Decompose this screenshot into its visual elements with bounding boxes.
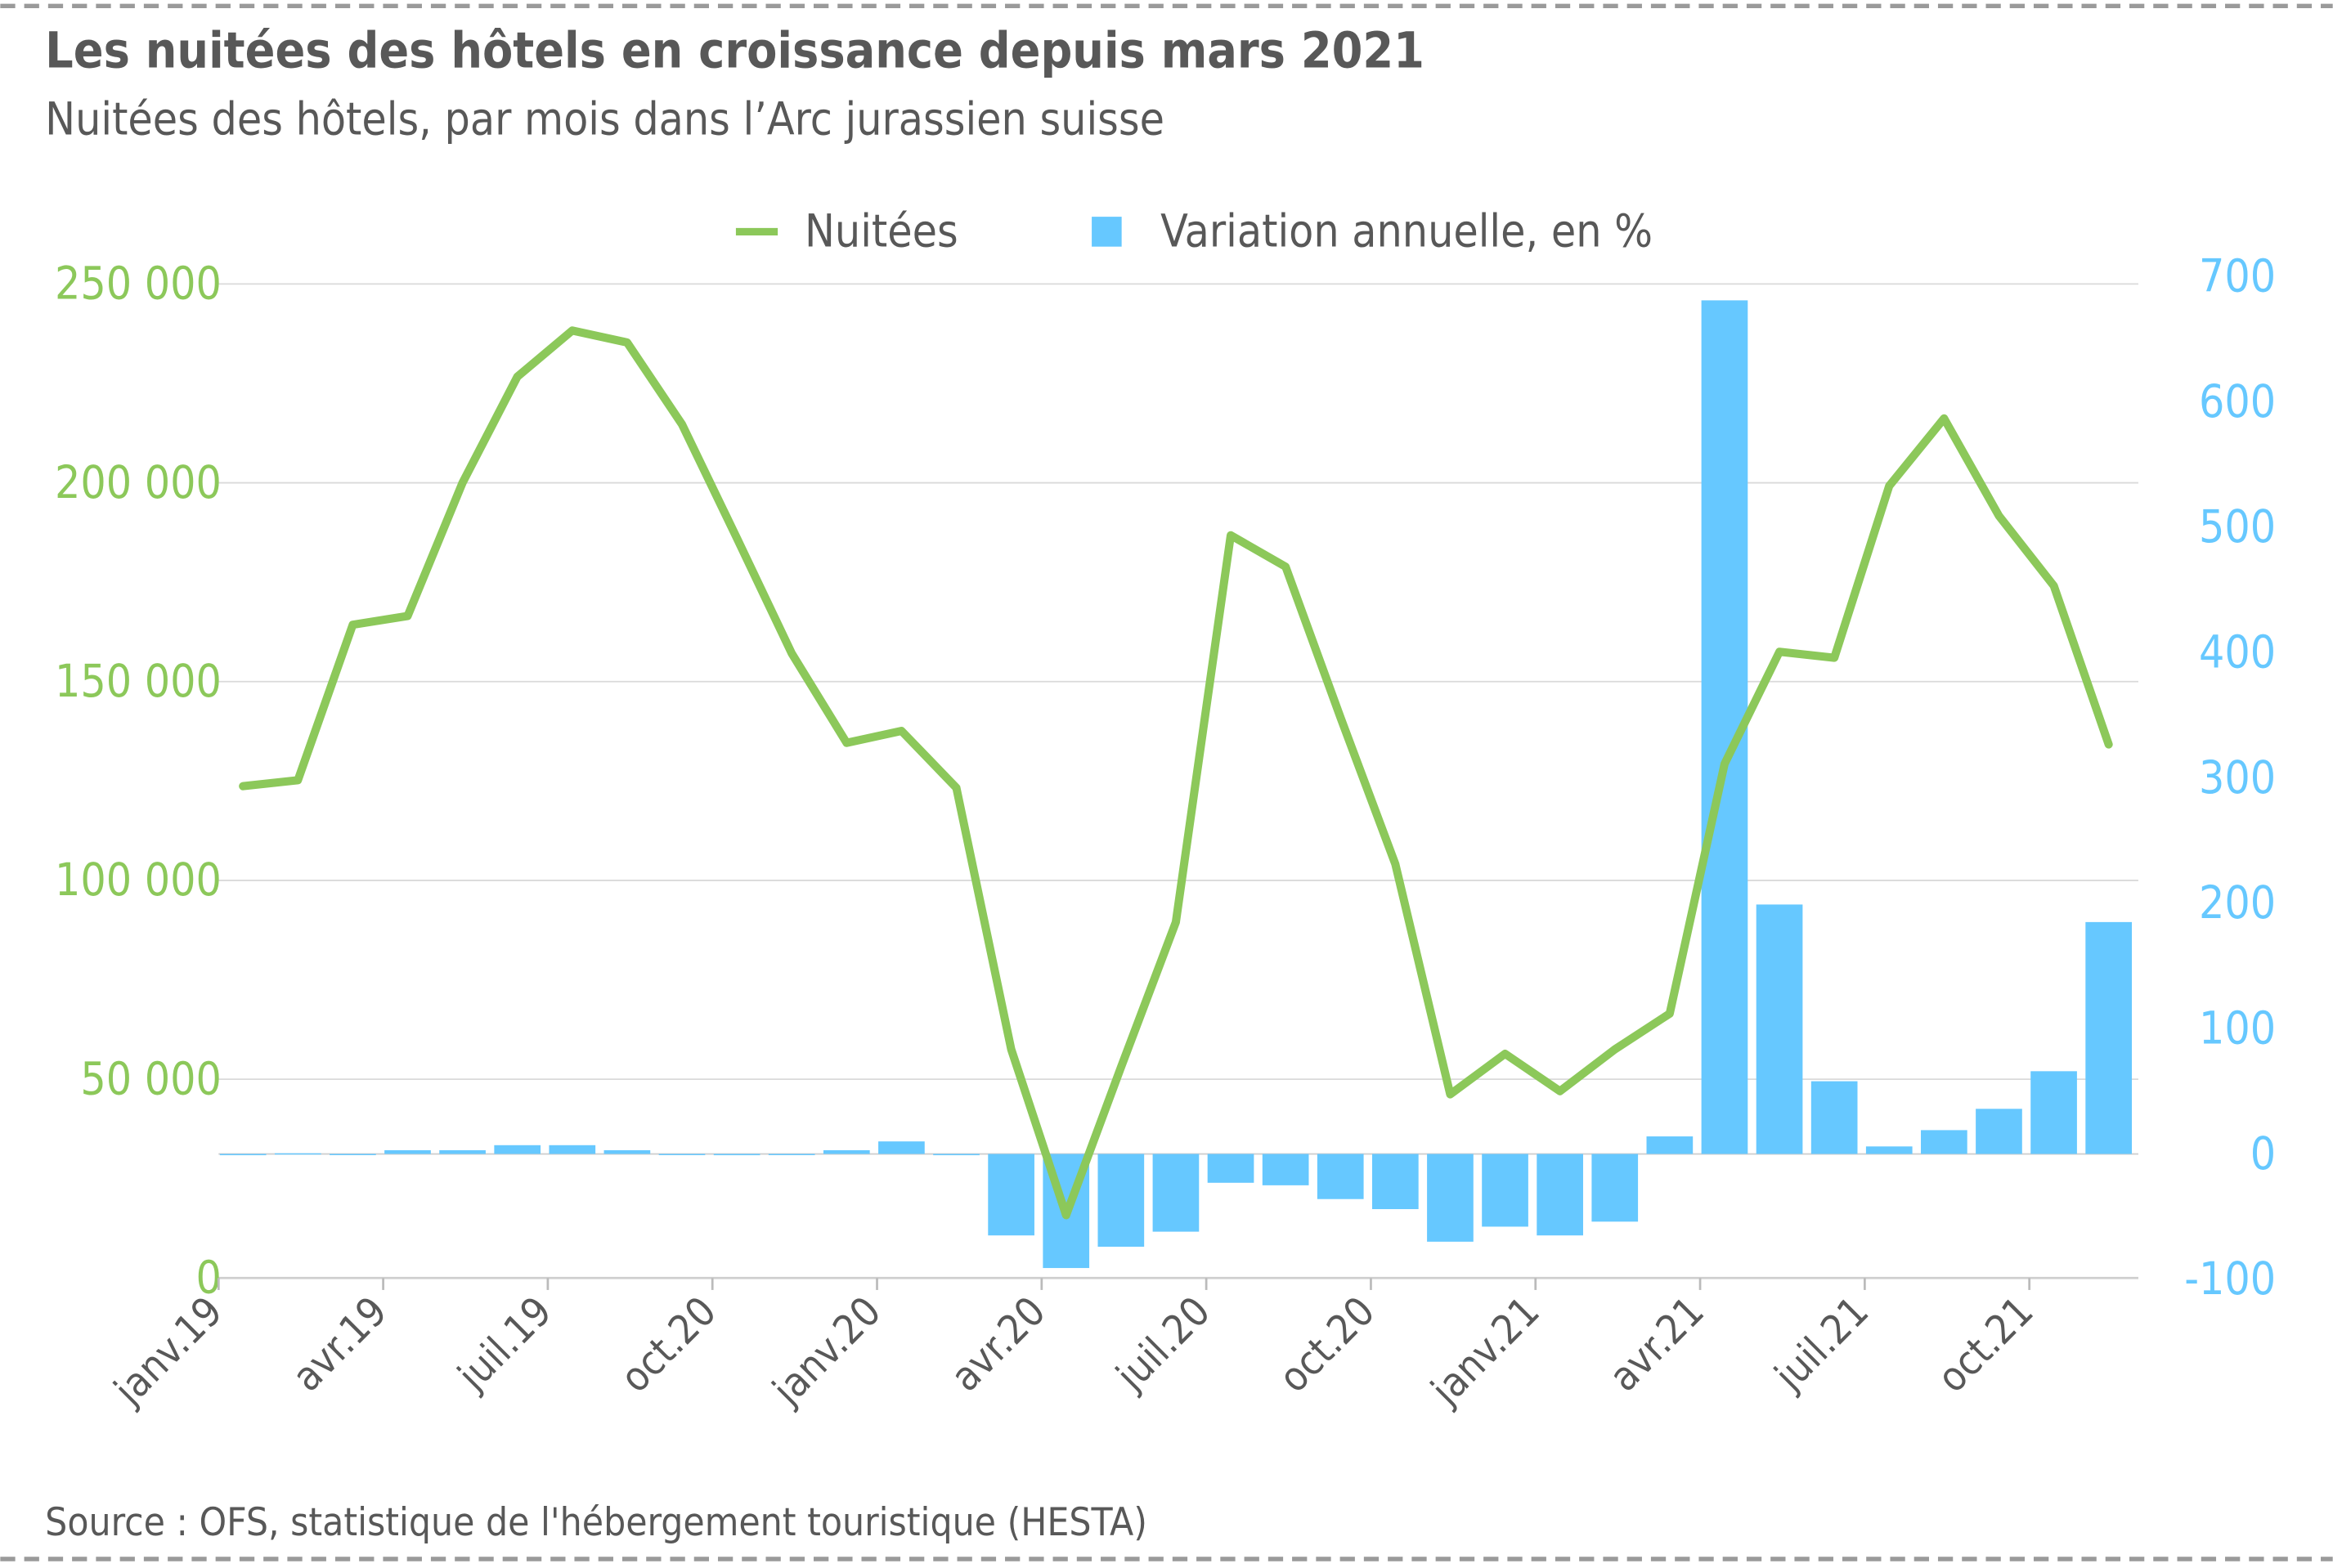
bar <box>658 1154 706 1155</box>
bar <box>330 1154 376 1155</box>
y-right-tick-label: 300 <box>2199 751 2276 804</box>
bar <box>494 1145 541 1154</box>
legend-bar-swatch <box>1092 217 1122 247</box>
bar <box>439 1149 486 1154</box>
x-tick-label: janv.20 <box>763 1288 890 1414</box>
bar <box>1810 1081 1858 1154</box>
bar <box>1756 904 1803 1154</box>
bar <box>1646 1136 1694 1154</box>
x-tick-label: avr.21 <box>1599 1288 1712 1400</box>
bar <box>1976 1109 2022 1154</box>
bar <box>1865 1146 1913 1154</box>
y-left-tick-label: 150 000 <box>55 655 222 707</box>
bar <box>603 1149 651 1154</box>
bar <box>1262 1154 1309 1185</box>
chart-title: Les nuitées des hôtels en croissance dep… <box>45 22 1424 79</box>
bar <box>1097 1154 1145 1247</box>
x-tick-label: juil.21 <box>1765 1288 1878 1400</box>
bar <box>1317 1154 1364 1199</box>
bar <box>1921 1130 1967 1154</box>
bar <box>1537 1154 1583 1236</box>
x-axis: janv.19 avr.19 juil.19 oct.20 janv.20 avr.20 j… <box>105 1278 2043 1414</box>
y-right-tick-label: 0 <box>2250 1127 2276 1180</box>
chart-subtitle: Nuitées des hôtels, par mois dans l’Arc … <box>45 93 1164 146</box>
bar <box>2030 1071 2077 1154</box>
y-left-tick-label: 50 000 <box>80 1052 222 1104</box>
bar <box>1591 1154 1639 1222</box>
y-right-tick-label: 500 <box>2199 500 2276 553</box>
bar <box>933 1154 980 1156</box>
y-left-tick-label: 0 <box>196 1252 222 1304</box>
bar <box>823 1149 870 1154</box>
x-tick-label: janv.21 <box>1421 1288 1548 1414</box>
legend-label-variation: Variation annuelle, en % <box>1160 205 1653 258</box>
bar <box>1371 1154 1419 1209</box>
x-tick-label: juil.19 <box>448 1288 561 1400</box>
x-tick-label: juil.20 <box>1106 1288 1219 1400</box>
y-left-tick-label: 250 000 <box>55 258 222 310</box>
bar <box>2085 921 2133 1154</box>
y-left-tick-label: 200 000 <box>55 456 222 508</box>
y-axis-left: 0 50 000 100 000 150 000 200 000 250 000 <box>55 258 222 1304</box>
bar <box>1427 1154 1474 1242</box>
bar <box>219 1154 267 1156</box>
bar <box>878 1141 925 1154</box>
y-left-tick-label: 100 000 <box>55 853 222 906</box>
bar <box>988 1154 1034 1236</box>
bar <box>549 1145 596 1154</box>
y-right-tick-label: 200 <box>2199 876 2276 929</box>
bar <box>1482 1154 1528 1227</box>
y-right-tick-label: 700 <box>2199 250 2276 302</box>
y-axis-right: -100 0 100 200 300 400 500 600 700 <box>2184 250 2276 1306</box>
x-tick-label: janv.19 <box>105 1288 231 1414</box>
bar <box>768 1154 815 1155</box>
line-nuitees <box>239 326 2113 1220</box>
y-right-tick-label: 600 <box>2199 375 2276 428</box>
x-tick-label: oct.20 <box>611 1288 725 1402</box>
y-right-tick-label: 100 <box>2199 1001 2276 1054</box>
x-tick-label: avr.20 <box>941 1288 1054 1400</box>
bar <box>1207 1154 1254 1183</box>
x-tick-label: avr.19 <box>283 1288 396 1400</box>
series-line <box>239 326 2113 1220</box>
y-right-tick-label: 400 <box>2199 626 2276 679</box>
legend-label-nuitees: Nuitées <box>805 205 958 258</box>
source-note: Source : OFS, statistique de l'hébergeme… <box>45 1500 1147 1545</box>
bar <box>1152 1154 1200 1232</box>
x-tick-label: oct.20 <box>1270 1288 1384 1402</box>
x-tick-label: oct.21 <box>1928 1288 2043 1402</box>
bars-variation <box>219 300 2133 1269</box>
bar <box>384 1149 431 1154</box>
legend: Nuitées Variation annuelle, en % <box>735 205 1653 258</box>
y-right-tick-label: -100 <box>2184 1252 2276 1305</box>
bar <box>713 1154 760 1156</box>
